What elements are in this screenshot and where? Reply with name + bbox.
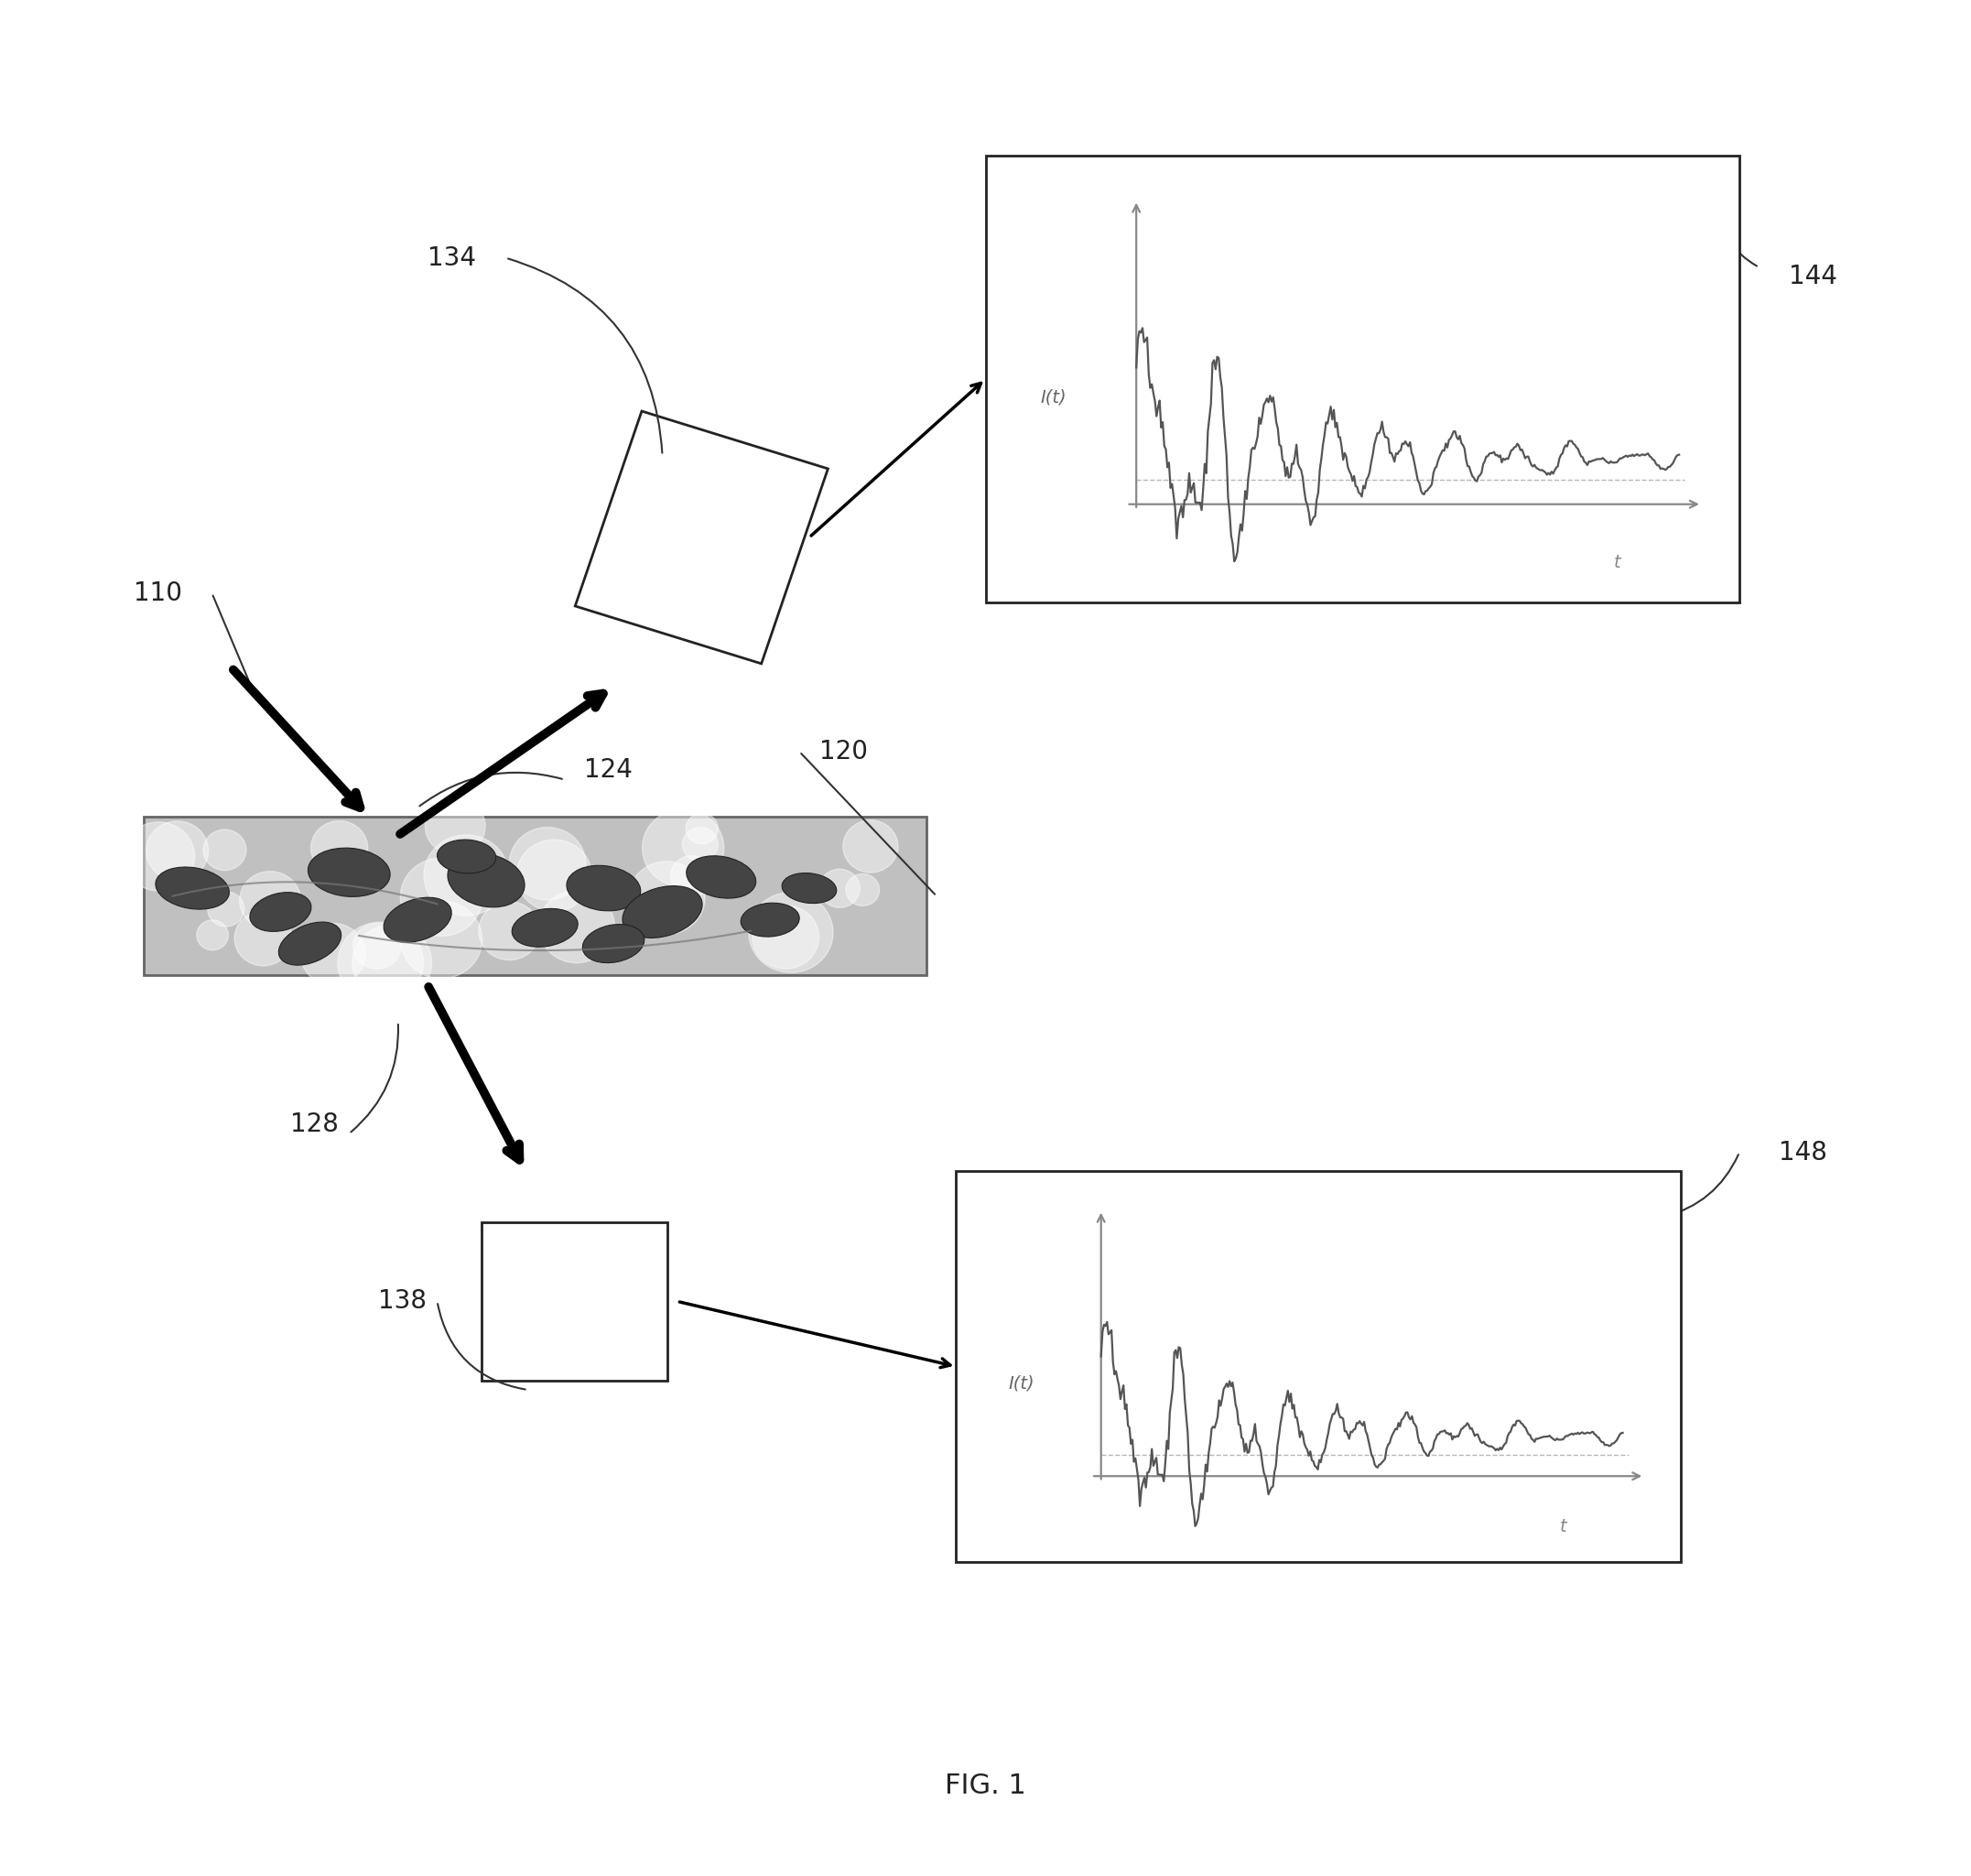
Ellipse shape <box>686 855 757 899</box>
Ellipse shape <box>782 872 836 902</box>
Ellipse shape <box>623 885 702 938</box>
Circle shape <box>424 835 509 915</box>
Circle shape <box>670 855 714 897</box>
Text: 138: 138 <box>378 1289 428 1315</box>
Circle shape <box>353 925 432 1000</box>
Circle shape <box>235 912 292 966</box>
Ellipse shape <box>583 925 645 962</box>
Text: I(t): I(t) <box>1009 1375 1035 1392</box>
Circle shape <box>197 919 229 949</box>
Circle shape <box>629 861 706 934</box>
Circle shape <box>353 923 400 970</box>
Text: 120: 120 <box>820 739 867 765</box>
Ellipse shape <box>307 848 390 897</box>
Circle shape <box>240 870 302 930</box>
Circle shape <box>686 814 717 844</box>
Circle shape <box>203 829 246 870</box>
Text: 144: 144 <box>1788 265 1837 289</box>
Circle shape <box>146 822 209 880</box>
Circle shape <box>479 902 540 961</box>
Circle shape <box>300 923 365 985</box>
Text: 110: 110 <box>134 580 181 606</box>
Circle shape <box>400 900 483 979</box>
Bar <box>144 816 926 976</box>
Ellipse shape <box>156 867 229 910</box>
Ellipse shape <box>278 921 341 964</box>
Text: t: t <box>1559 1518 1567 1536</box>
Circle shape <box>207 891 244 927</box>
Bar <box>956 1171 1681 1563</box>
Bar <box>481 1221 668 1381</box>
Circle shape <box>538 891 615 962</box>
Circle shape <box>516 840 591 912</box>
Circle shape <box>337 923 424 1004</box>
Circle shape <box>122 822 195 891</box>
Text: I(t): I(t) <box>1041 388 1066 407</box>
Text: FIG. 1: FIG. 1 <box>944 1773 1027 1799</box>
Text: 124: 124 <box>583 758 633 782</box>
Circle shape <box>844 820 899 872</box>
Circle shape <box>400 857 483 936</box>
Circle shape <box>753 906 820 968</box>
Circle shape <box>426 797 485 855</box>
Ellipse shape <box>741 902 800 936</box>
Text: 134: 134 <box>428 246 475 270</box>
Ellipse shape <box>512 908 578 947</box>
Bar <box>986 156 1740 602</box>
Circle shape <box>509 827 585 900</box>
Circle shape <box>311 822 369 874</box>
Circle shape <box>749 893 834 972</box>
Circle shape <box>846 874 879 906</box>
Circle shape <box>820 869 859 908</box>
Ellipse shape <box>384 897 451 942</box>
Text: 128: 128 <box>290 1111 339 1137</box>
Ellipse shape <box>566 865 641 912</box>
Text: 148: 148 <box>1778 1139 1827 1165</box>
Circle shape <box>643 809 723 887</box>
Ellipse shape <box>438 840 497 874</box>
Ellipse shape <box>447 854 524 908</box>
Circle shape <box>682 827 717 861</box>
Ellipse shape <box>250 893 311 932</box>
Text: t: t <box>1614 553 1620 570</box>
